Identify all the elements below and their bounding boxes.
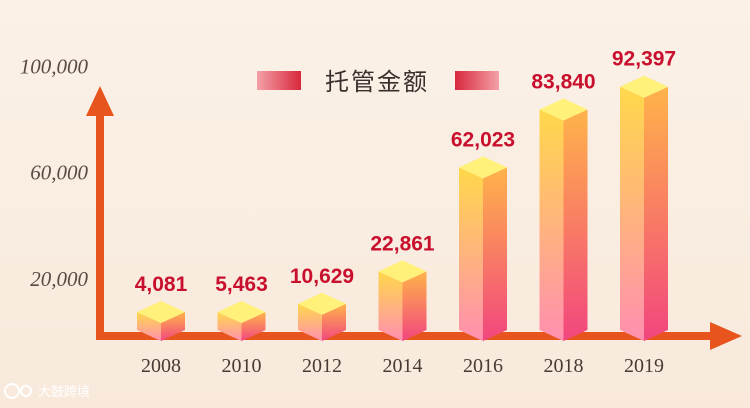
- bar: [378, 260, 427, 341]
- bar-face-side: [402, 271, 427, 341]
- bar-face-side: [241, 312, 266, 341]
- bar-face-side: [483, 167, 507, 341]
- x-tick-label: 2012: [302, 355, 342, 377]
- bar-face-front: [217, 312, 242, 341]
- value-label: 83,840: [531, 70, 595, 93]
- x-tick-labels: 2008 2010 2012 2014 2016 2018 2019: [141, 355, 664, 377]
- bar: [539, 98, 588, 342]
- bar-face-side: [161, 312, 185, 341]
- title-bar-right: [455, 71, 499, 90]
- watermark-text: 大鼓跨境: [38, 385, 90, 400]
- watermark: 大鼓跨境: [4, 383, 90, 400]
- bar-top: [378, 260, 427, 283]
- bar: [459, 156, 507, 341]
- y-tick-labels: 20,000 60,000 100,000: [20, 55, 89, 291]
- y-axis-arrow: [86, 86, 114, 116]
- y-tick-label: 20,000: [30, 267, 88, 291]
- bar-face-front: [539, 109, 564, 342]
- value-labels: 4,081 5,463 10,629 22,861 62,023 83,840 92,397: [135, 48, 676, 296]
- bar-face-front: [137, 312, 161, 341]
- x-tick-label: 2018: [544, 355, 584, 377]
- x-tick-label: 2014: [383, 355, 423, 377]
- bar-face-front: [378, 271, 403, 341]
- bar-face-side: [644, 86, 668, 341]
- bar-top: [137, 301, 185, 323]
- bar: [620, 75, 668, 341]
- title-bar-left: [257, 71, 301, 90]
- y-axis: [86, 86, 114, 338]
- y-tick-label: 60,000: [30, 161, 88, 185]
- bar: [298, 292, 346, 341]
- x-tick-label: 2010: [222, 355, 262, 377]
- value-label: 10,629: [290, 265, 354, 288]
- logo-icon: [4, 383, 20, 399]
- bar: [217, 301, 266, 341]
- chart-title: 托管金额: [325, 68, 429, 96]
- value-label: 62,023: [451, 128, 515, 151]
- bar-top: [298, 292, 346, 315]
- bar: [137, 301, 185, 341]
- y-tick-label: 100,000: [20, 55, 89, 79]
- value-label: 22,861: [370, 232, 435, 255]
- bar-face-front: [459, 167, 483, 341]
- bar-top: [620, 75, 668, 98]
- x-tick-label: 2016: [463, 355, 503, 377]
- x-axis-arrow: [710, 322, 742, 350]
- bar-top: [459, 156, 507, 179]
- bar-face-side: [322, 303, 346, 341]
- bar-top: [539, 98, 588, 121]
- x-tick-label: 2019: [624, 355, 664, 377]
- x-tick-label: 2008: [141, 355, 181, 377]
- bar-face-front: [298, 303, 322, 341]
- bar-face-side: [563, 109, 588, 342]
- value-label: 92,397: [612, 48, 676, 71]
- value-label: 4,081: [135, 273, 188, 296]
- bar-face-front: [620, 86, 644, 341]
- bars: [137, 75, 668, 342]
- bar-top: [217, 301, 266, 323]
- value-label: 5,463: [215, 273, 268, 296]
